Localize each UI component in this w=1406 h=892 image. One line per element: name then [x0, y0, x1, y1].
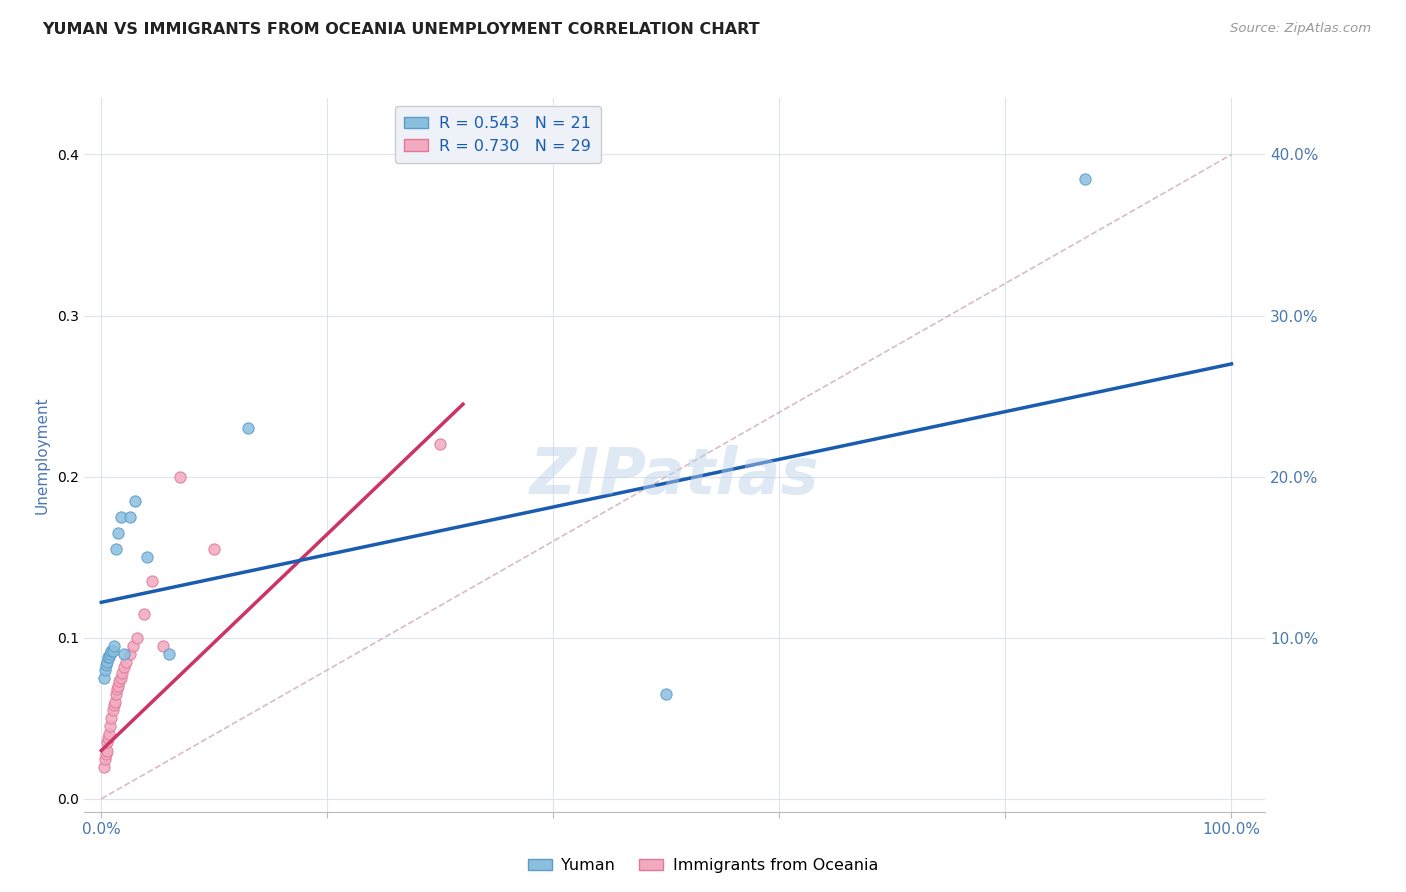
Point [98, 719, 121, 733]
Point [105, 542, 128, 557]
Point [93, 671, 115, 685]
Point [100, 643, 122, 657]
Point [122, 639, 145, 653]
Point [97, 731, 120, 745]
Legend: Yuman, Immigrants from Oceania: Yuman, Immigrants from Oceania [522, 852, 884, 880]
Point [238, 421, 260, 435]
Point [1073, 171, 1095, 186]
Point [105, 682, 128, 697]
Point [96, 735, 118, 749]
Point [93, 751, 115, 765]
Text: ZIPatlas: ZIPatlas [530, 445, 820, 508]
Point [110, 671, 132, 685]
Point [103, 698, 125, 713]
Point [118, 647, 141, 661]
Point [96, 655, 118, 669]
Point [152, 639, 174, 653]
Point [103, 639, 125, 653]
Point [96, 743, 118, 757]
Point [94, 658, 117, 673]
Point [93, 759, 115, 773]
Point [134, 607, 156, 621]
Point [107, 679, 129, 693]
Text: Source: ZipAtlas.com: Source: ZipAtlas.com [1230, 22, 1371, 36]
Point [169, 469, 191, 483]
Text: YUMAN VS IMMIGRANTS FROM OCEANIA UNEMPLOYMENT CORRELATION CHART: YUMAN VS IMMIGRANTS FROM OCEANIA UNEMPLO… [42, 22, 759, 37]
Point [105, 687, 128, 701]
Point [112, 659, 135, 673]
Point [97, 650, 120, 665]
Point [115, 655, 138, 669]
Point [98, 650, 121, 665]
Point [118, 510, 141, 524]
Point [135, 550, 157, 565]
Point [127, 631, 149, 645]
Legend: R = 0.543   N = 21, R = 0.730   N = 29: R = 0.543 N = 21, R = 0.730 N = 29 [395, 106, 600, 163]
Point [101, 703, 124, 717]
Point [100, 711, 122, 725]
Point [429, 437, 451, 451]
Point [101, 643, 124, 657]
Point [110, 510, 132, 524]
Point [124, 493, 146, 508]
Point [104, 695, 127, 709]
Point [202, 542, 225, 557]
Y-axis label: Unemployment: Unemployment [34, 396, 49, 514]
Point [108, 674, 131, 689]
Point [93, 663, 115, 677]
Point [98, 647, 121, 661]
Point [112, 647, 135, 661]
Point [98, 727, 121, 741]
Point [157, 647, 180, 661]
Point [655, 687, 678, 701]
Point [141, 574, 163, 589]
Point [107, 526, 129, 541]
Point [111, 666, 134, 681]
Point [94, 747, 117, 761]
